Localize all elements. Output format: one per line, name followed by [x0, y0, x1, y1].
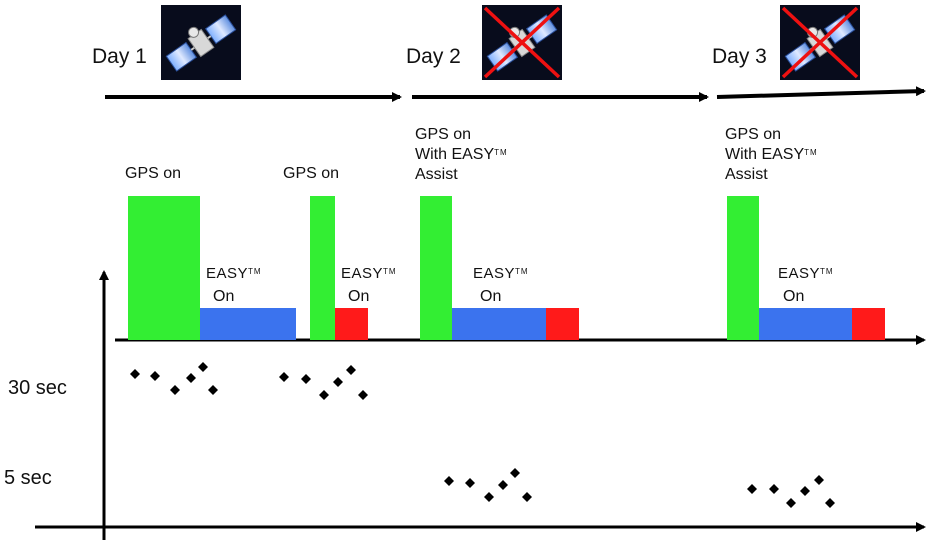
easy-on-label: EASYTM [473, 264, 529, 284]
gps-assist-label: GPS on With EASYTM Assist [725, 125, 818, 185]
easy-label: EASY [778, 265, 821, 282]
gps-on-label: GPS on [125, 165, 182, 182]
gps-on-bar [420, 196, 452, 340]
trademark-mark: TM [494, 148, 508, 157]
fix-marker [301, 374, 311, 384]
satellite-icon [780, 5, 860, 80]
fix-marker [319, 390, 329, 400]
cross-icon [781, 6, 859, 79]
day-label: Day 1 [92, 45, 147, 68]
trademark-mark: TM [383, 267, 397, 276]
fix-marker [484, 492, 494, 502]
fix-marker [186, 373, 196, 383]
trademark-mark: TM [515, 267, 529, 276]
fix-marker [800, 486, 810, 496]
satellite-icon [482, 5, 562, 80]
fix-marker [346, 365, 356, 375]
easy-label: EASY [473, 265, 516, 282]
trademark-mark: TM [804, 148, 818, 157]
gps-assist-line: With EASYTM [725, 146, 818, 163]
gps-assist-line: GPS on [725, 126, 782, 143]
easy-on-bar [452, 308, 546, 340]
gps-on-bar [128, 196, 200, 340]
gps-assist-line: Assist [725, 166, 768, 183]
fix-marker [170, 385, 180, 395]
easy-on-state: On [348, 288, 370, 305]
fix-marker [522, 492, 532, 502]
easy-on-state: On [213, 288, 235, 305]
fix-marker [465, 478, 475, 488]
gps-on-bar [310, 196, 335, 340]
gps-assist-label: GPS on With EASYTM Assist [415, 125, 508, 185]
gps-on-label: GPS on [283, 165, 340, 182]
gps-assist-line: Assist [415, 166, 458, 183]
easy-on-bar [759, 308, 852, 340]
easy-on-label: EASYTM [778, 264, 834, 284]
fix-marker [814, 475, 824, 485]
y-axis-label: 30 sec [8, 377, 67, 399]
fix-markers-30sec [130, 362, 218, 395]
fix-marker [444, 476, 454, 486]
fix-marker [333, 377, 343, 387]
fix-marker [747, 484, 757, 494]
red-bar [335, 308, 368, 340]
fix-marker [825, 498, 835, 508]
fix-marker [150, 371, 160, 381]
red-bar [546, 308, 579, 340]
gps-assist-line: GPS on [415, 126, 472, 143]
trademark-mark: TM [248, 267, 262, 276]
day-label: Day 3 [712, 45, 767, 68]
gps-on-bar [727, 196, 759, 340]
fix-markers-5sec [444, 468, 532, 502]
fix-marker [498, 480, 508, 490]
easy-on-state: On [783, 288, 805, 305]
easy-label: EASY [206, 265, 249, 282]
cross-icon [483, 6, 561, 79]
easy-on-bar [200, 308, 296, 340]
easy-on-label: EASYTM [341, 264, 397, 284]
fix-marker [786, 498, 796, 508]
easy-label: EASY [341, 265, 384, 282]
easy-on-state: On [480, 288, 502, 305]
fix-markers-30sec [279, 365, 368, 400]
fix-marker [198, 362, 208, 372]
fix-markers-5sec [747, 475, 835, 508]
satellite-icon [161, 5, 241, 80]
day3-arrow [716, 86, 926, 99]
gps-assist-line: With EASYTM [415, 146, 508, 163]
fix-marker [208, 385, 218, 395]
fix-marker [130, 369, 140, 379]
fix-marker [769, 484, 779, 494]
trademark-mark: TM [820, 267, 834, 276]
day-label: Day 2 [406, 45, 461, 68]
y-axis-label: 5 sec [4, 467, 52, 489]
fix-marker [358, 390, 368, 400]
easy-on-label: EASYTM [206, 264, 262, 284]
red-bar [852, 308, 885, 340]
fix-marker [279, 372, 289, 382]
fix-marker [510, 468, 520, 478]
